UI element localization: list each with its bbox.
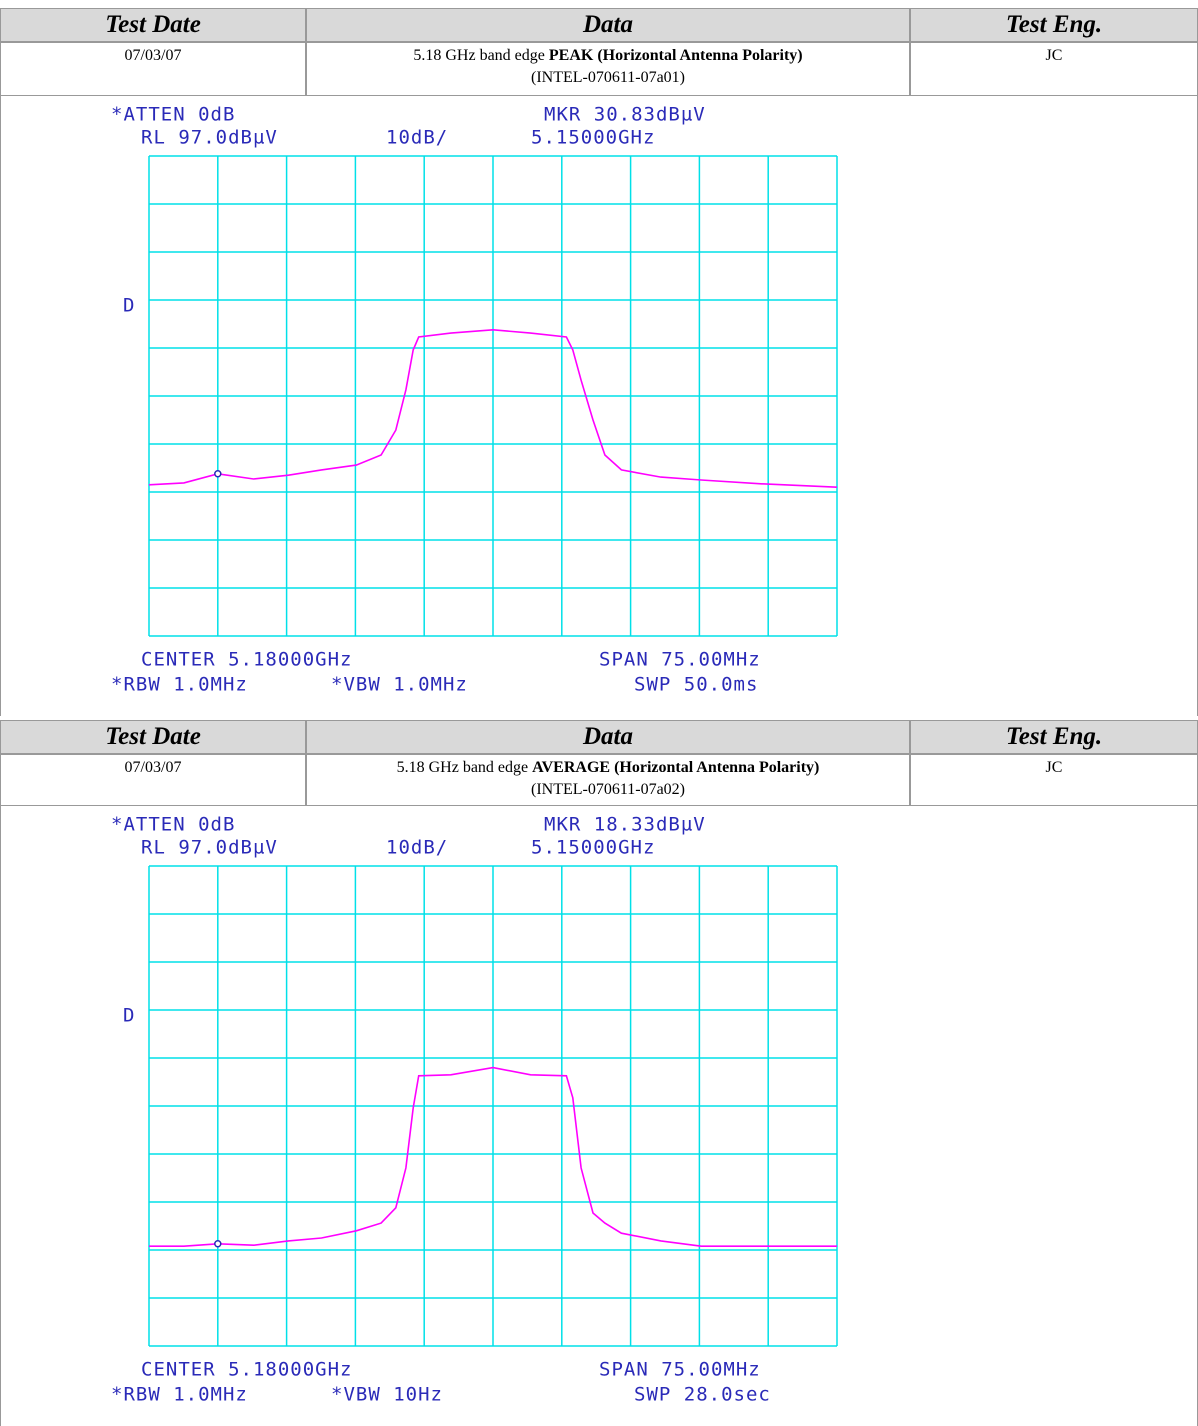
screen-annotation: *ATTEN 0dB [111,104,235,126]
data-ref: (INTEL-070611-07a02) [530,781,686,798]
column-header: Test Date [0,8,306,42]
test-engineer: JC [910,754,1198,806]
plot-cell: *ATTEN 0dB MKR 18.33dBµV RL 97.0dBµV 10dB/5… [0,806,1198,1426]
screen-annotation: *VBW 1.0MHz [331,674,468,696]
spectrum-plot: *ATTEN 0dB MKR 30.83dBµV RL 97.0dBµV 10dB/5… [111,104,838,696]
test-date: 07/03/07 [0,42,306,96]
column-header: Test Eng. [910,8,1198,42]
screen-annotation: CENTER 5.18000GHz [141,649,352,671]
screen-annotation: MKR 18.33dBµV [544,814,706,836]
marker [214,1240,222,1248]
screen-annotation: 5.15000GHz [531,127,655,149]
column-header: Test Eng. [910,720,1198,754]
data-cell: 5.18 GHz band edge AVERAGE (Horizontal A… [306,754,910,806]
screen-annotation: *RBW 1.0MHz [111,674,248,696]
data-line: 5.18 GHz band edge AVERAGE (Horizontal A… [307,757,909,779]
screen-annotation: 10dB/ [386,127,448,149]
screen-annotation: D [123,295,135,317]
screen-annotation: SPAN 75.00MHz [599,649,761,671]
screen-annotation: SPAN 75.00MHz [599,1359,761,1381]
screen-annotation: CENTER 5.18000GHz [141,1359,352,1381]
screen-annotation: D [123,1005,135,1027]
section: Test Date Data Test Eng. 07/03/07 5.18 GHz b… [0,8,1198,716]
data-line: 5.18 GHz band edge PEAK (Horizontal Ante… [307,45,909,67]
screen-annotation: SWP 28.0sec [634,1384,771,1406]
data-prefix: 5.18 GHz band edge [396,759,533,776]
section: Test Date Data Test Eng. 07/03/07 5.18 GHz b… [0,720,1198,1426]
screen-annotation: MKR 30.83dBµV [544,104,706,126]
column-header: Data [306,8,910,42]
screen-annotation: 10dB/ [386,837,448,859]
screen-annotation: RL 97.0dBµV [141,837,278,859]
plot-cell: *ATTEN 0dB MKR 30.83dBµV RL 97.0dBµV 10dB/5… [0,96,1198,716]
screen-annotation: SWP 50.0ms [634,674,758,696]
trace [148,328,838,488]
trace [149,1066,837,1247]
data-mode: AVERAGE (Horizontal Antenna Polarity) [532,759,820,776]
screen-annotation: *RBW 1.0MHz [111,1384,248,1406]
test-engineer: JC [910,42,1198,96]
screen-annotation: 5.15000GHz [531,837,655,859]
screen-annotation: RL 97.0dBµV [141,127,278,149]
data-prefix: 5.18 GHz band edge [413,47,549,64]
screen-annotation: *VBW 10Hz [331,1384,443,1406]
spectrum-plot: *ATTEN 0dB MKR 18.33dBµV RL 97.0dBµV 10dB/5… [111,814,838,1406]
column-header: Test Date [0,720,306,754]
data-cell: 5.18 GHz band edge PEAK (Horizontal Ante… [306,42,910,96]
data-ref: (INTEL-070611-07a01) [530,69,686,86]
test-date: 07/03/07 [0,754,306,806]
column-header: Data [306,720,910,754]
data-mode: PEAK (Horizontal Antenna Polarity) [548,47,803,64]
screen-annotation: *ATTEN 0dB [111,814,235,836]
marker [214,470,222,478]
